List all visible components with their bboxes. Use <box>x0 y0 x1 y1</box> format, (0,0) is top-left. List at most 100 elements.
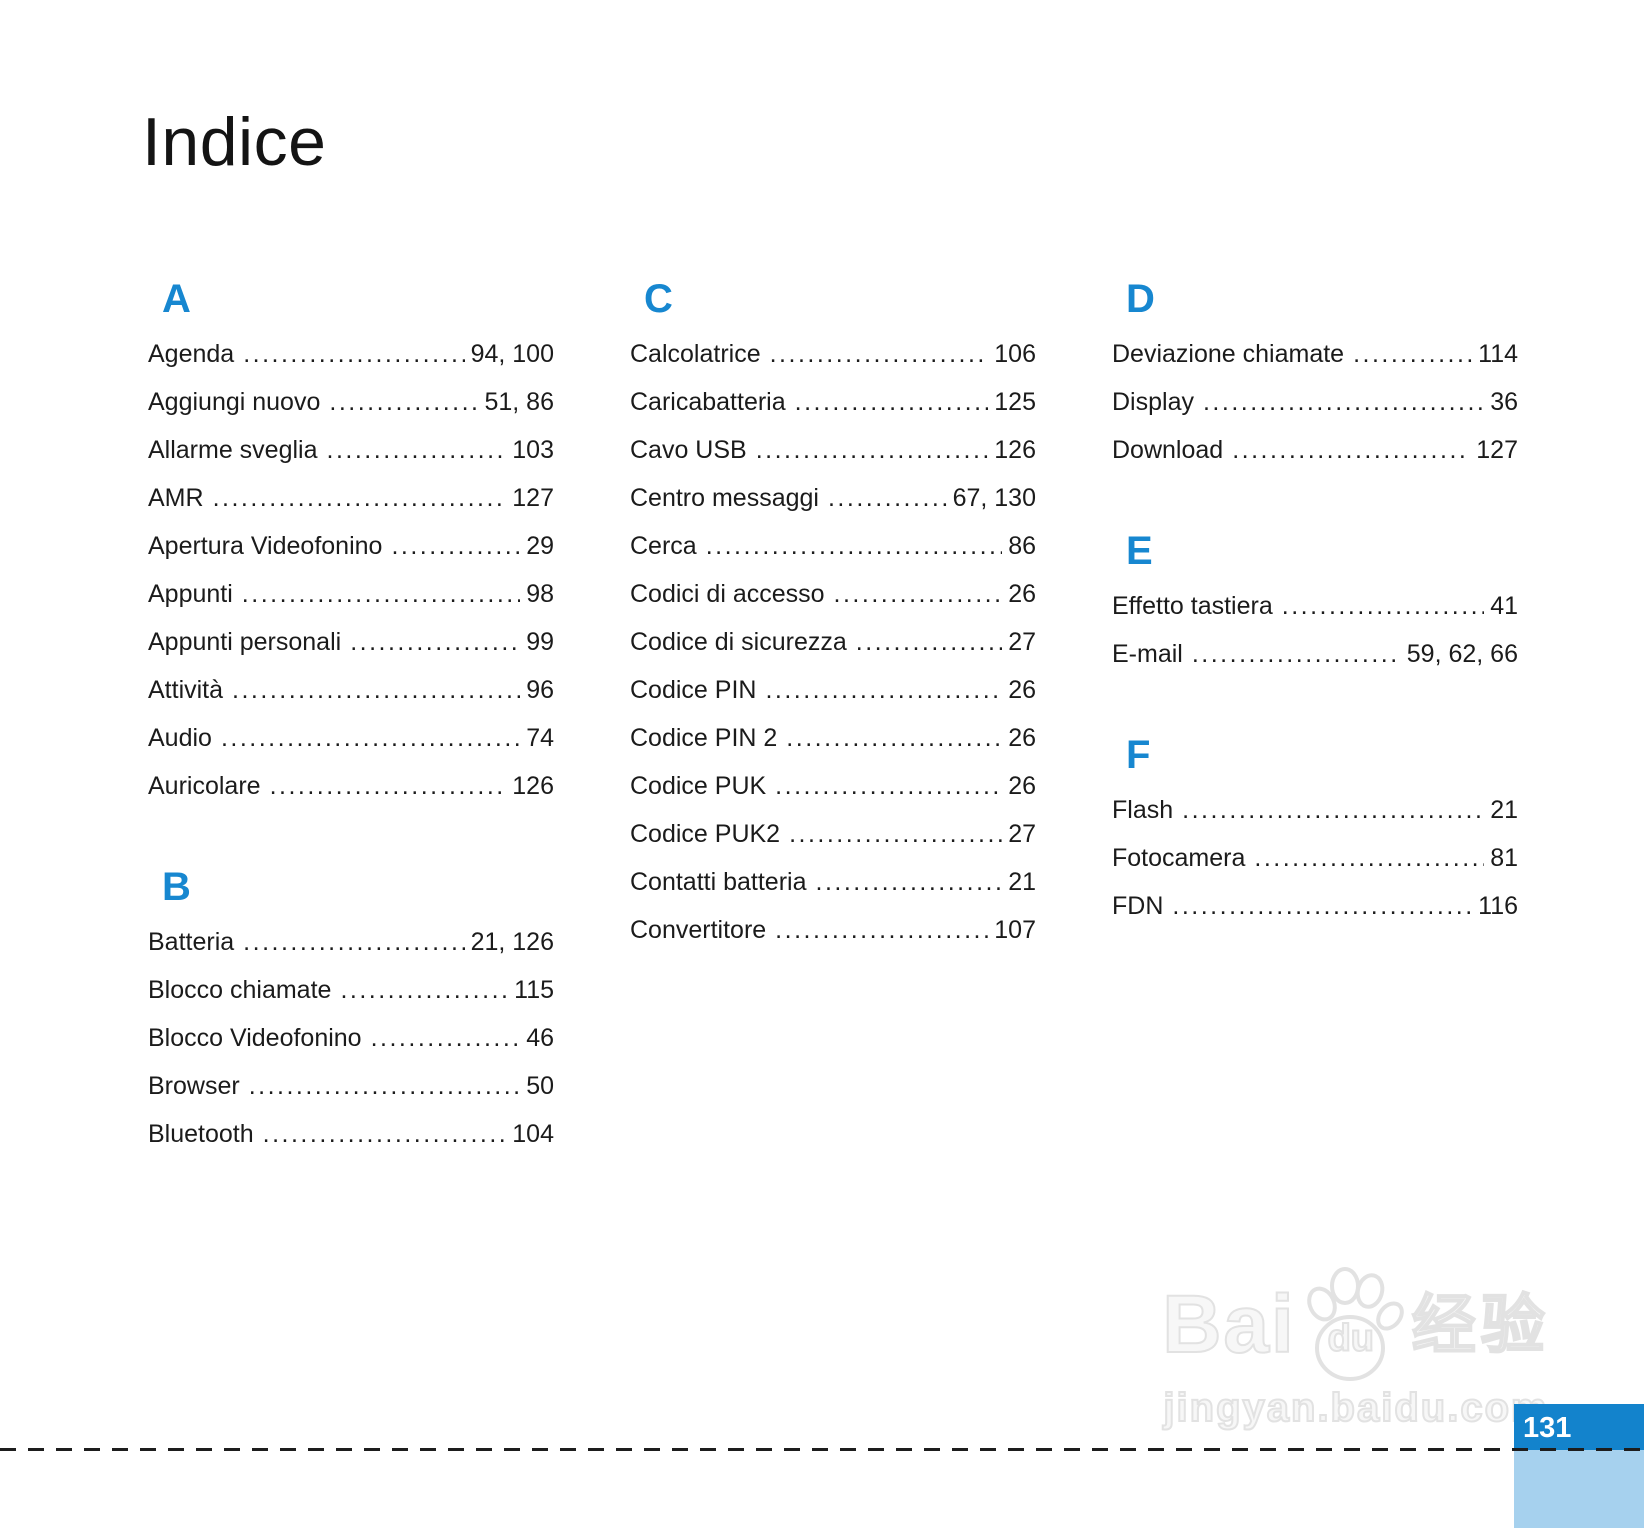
entry-dot-leader <box>1232 436 1470 465</box>
index-entry: Cerca 86 <box>630 522 1036 570</box>
entry-label: Fotocamera <box>1112 843 1246 872</box>
index-entry: Cavo USB 126 <box>630 426 1036 474</box>
entry-page-numbers: 50 <box>526 1071 554 1100</box>
baidu-watermark: Bai du 经验 jingyan.baidu.com <box>1158 1266 1554 1431</box>
entry-dot-leader <box>1203 388 1484 417</box>
entry-dot-leader <box>270 772 507 801</box>
entry-page-numbers: 59, 62, 66 <box>1406 639 1518 668</box>
entry-dot-leader <box>340 976 508 1005</box>
section-letter: E <box>1126 529 1153 573</box>
index-section-a: A Agenda 94, 100 Aggiungi nuovo 51, 86 Allarm… <box>148 274 554 810</box>
entry-page-numbers: 67, 130 <box>952 483 1036 512</box>
entry-dot-leader <box>770 340 989 369</box>
entry-page-numbers: 26 <box>1008 579 1036 608</box>
index-entry: Bluetooth 104 <box>148 1110 554 1158</box>
entry-label: Convertitore <box>630 915 767 944</box>
entry-page-numbers: 116 <box>1478 891 1518 920</box>
entry-dot-leader <box>706 532 1003 561</box>
entry-dot-leader <box>1282 592 1484 621</box>
entry-dot-leader <box>1353 340 1472 369</box>
entry-page-numbers: 114 <box>1478 339 1518 368</box>
index-column-2: C Calcolatrice 106 Caricabatteria 125 Cavo US… <box>630 274 1036 1006</box>
index-entry: Contatti batteria 21 <box>630 858 1036 906</box>
entry-page-numbers: 107 <box>994 915 1036 944</box>
entry-dot-leader <box>834 580 1003 609</box>
index-section-d: D Deviazione chiamate 114 Display 36 Download… <box>1112 274 1518 474</box>
index-entry: Allarme sveglia 103 <box>148 426 554 474</box>
entry-dot-leader <box>775 772 1002 801</box>
index-entry: Display 36 <box>1112 378 1518 426</box>
entry-page-numbers: 127 <box>1476 435 1518 464</box>
entry-page-numbers: 41 <box>1490 591 1518 620</box>
entry-label: Display <box>1112 387 1194 416</box>
entry-page-numbers: 27 <box>1008 627 1036 656</box>
entry-label: Codice PUK2 <box>630 819 781 848</box>
baidu-jingyan-cn-text: 经验 <box>1411 1289 1550 1361</box>
index-entry: FDN 116 <box>1112 882 1518 930</box>
entry-page-numbers: 86 <box>1008 531 1036 560</box>
entry-page-numbers: 27 <box>1008 819 1036 848</box>
entry-dot-leader <box>786 724 1002 753</box>
entry-label: FDN <box>1112 891 1164 920</box>
entry-label: Codice PUK <box>630 771 767 800</box>
index-entry: Appunti 98 <box>148 570 554 618</box>
entry-label: Blocco Videofonino <box>148 1023 362 1052</box>
entry-label: Centro messaggi <box>630 483 819 512</box>
entry-page-numbers: 99 <box>526 627 554 656</box>
entry-dot-leader <box>371 1024 521 1053</box>
entry-page-numbers: 115 <box>514 975 554 1004</box>
entry-label: Agenda <box>148 339 235 368</box>
index-entry: Appunti personali 99 <box>148 618 554 666</box>
index-column-3: D Deviazione chiamate 114 Display 36 Download… <box>1112 274 1518 982</box>
entry-dot-leader <box>242 580 520 609</box>
index-entry: Effetto tastiera 41 <box>1112 582 1518 630</box>
baidu-logo-text-bai: Bai <box>1161 1279 1296 1370</box>
index-entry: Codice PIN 2 26 <box>630 714 1036 762</box>
index-entry: Calcolatrice 106 <box>630 330 1036 378</box>
page-number: 131 <box>1523 1412 1572 1444</box>
entry-label: Codice di sicurezza <box>630 627 847 656</box>
entry-label: Codici di accesso <box>630 579 825 608</box>
entry-dot-leader <box>249 1072 521 1101</box>
index-entry: Apertura Videofonino 29 <box>148 522 554 570</box>
entry-page-numbers: 21, 126 <box>470 927 554 956</box>
entry-page-numbers: 94, 100 <box>470 339 554 368</box>
entry-page-numbers: 103 <box>512 435 554 464</box>
entry-dot-leader <box>243 928 464 957</box>
entry-label: Auricolare <box>148 771 261 800</box>
entry-label: Effetto tastiera <box>1112 591 1273 620</box>
entry-page-numbers: 96 <box>526 675 554 704</box>
index-entry: Flash 21 <box>1112 786 1518 834</box>
index-entry: Browser 50 <box>148 1062 554 1110</box>
entry-label: Browser <box>148 1071 240 1100</box>
entry-page-numbers: 26 <box>1008 723 1036 752</box>
entry-page-numbers: 46 <box>526 1023 554 1052</box>
index-entry: Attività 96 <box>148 666 554 714</box>
entry-page-numbers: 21 <box>1490 795 1518 824</box>
entry-page-numbers: 106 <box>994 339 1036 368</box>
entry-label: Cerca <box>630 531 697 560</box>
entry-page-numbers: 29 <box>526 531 554 560</box>
index-entry: AMR 127 <box>148 474 554 522</box>
index-entry: Codici di accesso 26 <box>630 570 1036 618</box>
entry-dot-leader <box>329 388 478 417</box>
entry-label: Caricabatteria <box>630 387 786 416</box>
entry-dot-leader <box>221 724 520 753</box>
entry-page-numbers: 36 <box>1490 387 1518 416</box>
index-section-e: E Effetto tastiera 41 E-mail 59, 62, 66 <box>1112 526 1518 678</box>
entry-label: Batteria <box>148 927 235 956</box>
entry-dot-leader <box>795 388 989 417</box>
entry-label: Blocco chiamate <box>148 975 332 1004</box>
entry-page-numbers: 74 <box>526 723 554 752</box>
entry-label: Calcolatrice <box>630 339 761 368</box>
entry-dot-leader <box>232 676 520 705</box>
entry-dot-leader <box>856 628 1002 657</box>
index-entry: Auricolare 126 <box>148 762 554 810</box>
entry-label: Codice PIN <box>630 675 757 704</box>
section-letter: F <box>1126 733 1151 777</box>
index-entry: E-mail 59, 62, 66 <box>1112 630 1518 678</box>
watermark-site-url: jingyan.baidu.com <box>1162 1385 1549 1431</box>
entry-label: Appunti personali <box>148 627 342 656</box>
index-section-f: F Flash 21 Fotocamera 81 FDN 116 <box>1112 730 1518 930</box>
